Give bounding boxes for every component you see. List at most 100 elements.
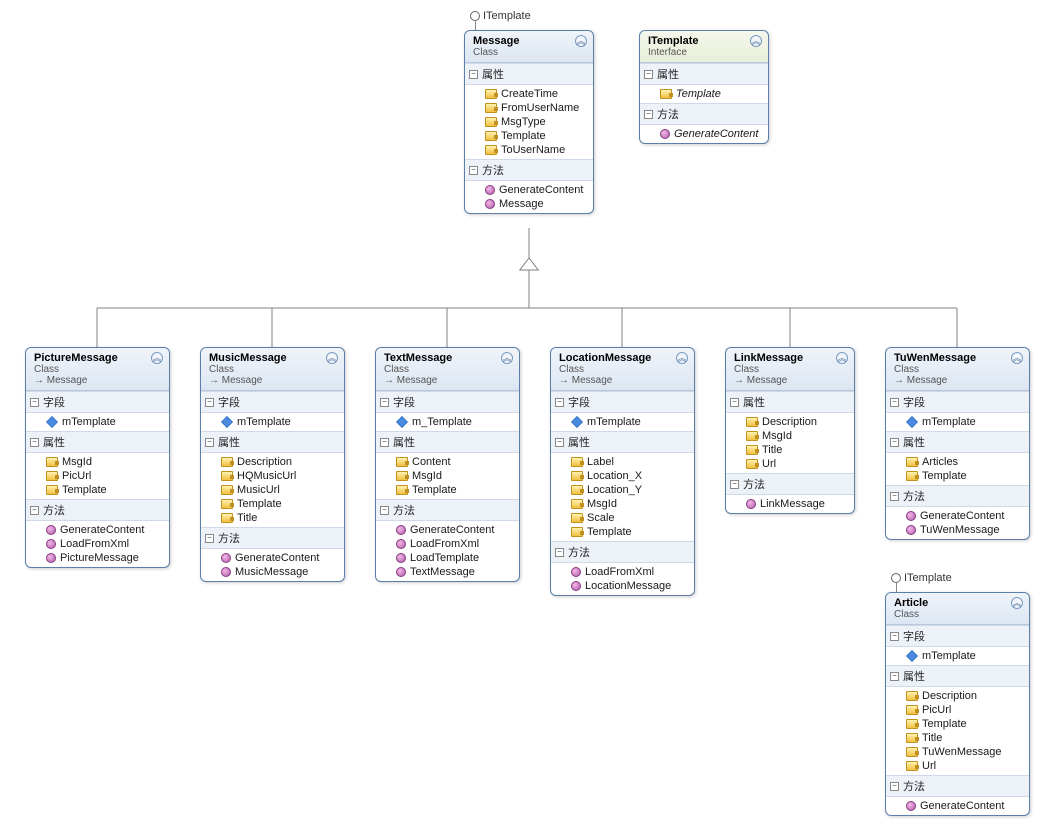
class-box-article[interactable]: ArticleClass︽−字段mTemplate−属性DescriptionP…: [885, 592, 1030, 816]
class-box-picture[interactable]: PictureMessageClass→ Message︽−字段mTemplat…: [25, 347, 170, 568]
toggle-icon[interactable]: −: [205, 438, 214, 447]
section-header-props[interactable]: −属性: [376, 431, 519, 453]
member-item[interactable]: TuWenMessage: [886, 745, 1029, 759]
section-header-methods[interactable]: −方法: [886, 775, 1029, 797]
member-item[interactable]: Template: [26, 483, 169, 497]
member-item[interactable]: Template: [201, 497, 344, 511]
toggle-icon[interactable]: −: [730, 398, 739, 407]
member-item[interactable]: mTemplate: [201, 415, 344, 429]
member-item[interactable]: Title: [201, 511, 344, 525]
toggle-icon[interactable]: −: [30, 398, 39, 407]
section-header-fields[interactable]: −字段: [376, 391, 519, 413]
class-box-message[interactable]: MessageClass︽−属性CreateTimeFromUserNameMs…: [464, 30, 594, 214]
section-header-props[interactable]: −属性: [886, 665, 1029, 687]
member-item[interactable]: Url: [726, 457, 854, 471]
section-header-props[interactable]: −属性: [201, 431, 344, 453]
member-item[interactable]: Articles: [886, 455, 1029, 469]
member-item[interactable]: GenerateContent: [886, 799, 1029, 813]
member-item[interactable]: GenerateContent: [465, 183, 593, 197]
toggle-icon[interactable]: −: [30, 506, 39, 515]
member-item[interactable]: Content: [376, 455, 519, 469]
member-item[interactable]: Template: [551, 525, 694, 539]
toggle-icon[interactable]: −: [644, 70, 653, 79]
toggle-icon[interactable]: −: [380, 438, 389, 447]
member-item[interactable]: Scale: [551, 511, 694, 525]
member-item[interactable]: MusicUrl: [201, 483, 344, 497]
member-item[interactable]: TuWenMessage: [886, 523, 1029, 537]
member-item[interactable]: GenerateContent: [201, 551, 344, 565]
member-item[interactable]: m_Template: [376, 415, 519, 429]
section-header-methods[interactable]: −方法: [376, 499, 519, 521]
toggle-icon[interactable]: −: [205, 398, 214, 407]
collapse-icon[interactable]: ︽: [151, 352, 163, 364]
section-header-props[interactable]: −属性: [465, 63, 593, 85]
section-header-fields[interactable]: −字段: [201, 391, 344, 413]
member-item[interactable]: Description: [886, 689, 1029, 703]
collapse-icon[interactable]: ︽: [750, 35, 762, 47]
member-item[interactable]: Template: [376, 483, 519, 497]
member-item[interactable]: GenerateContent: [26, 523, 169, 537]
collapse-icon[interactable]: ︽: [326, 352, 338, 364]
member-item[interactable]: mTemplate: [886, 649, 1029, 663]
section-header-props[interactable]: −属性: [640, 63, 768, 85]
member-item[interactable]: Title: [726, 443, 854, 457]
toggle-icon[interactable]: −: [205, 534, 214, 543]
class-box-music[interactable]: MusicMessageClass→ Message︽−字段mTemplate−…: [200, 347, 345, 582]
toggle-icon[interactable]: −: [555, 398, 564, 407]
member-item[interactable]: Description: [726, 415, 854, 429]
toggle-icon[interactable]: −: [730, 480, 739, 489]
member-item[interactable]: PicUrl: [26, 469, 169, 483]
section-header-fields[interactable]: −字段: [26, 391, 169, 413]
member-item[interactable]: TextMessage: [376, 565, 519, 579]
section-header-fields[interactable]: −字段: [886, 391, 1029, 413]
member-item[interactable]: Location_X: [551, 469, 694, 483]
member-item[interactable]: mTemplate: [26, 415, 169, 429]
member-item[interactable]: Template: [886, 717, 1029, 731]
member-item[interactable]: GenerateContent: [640, 127, 768, 141]
toggle-icon[interactable]: −: [890, 492, 899, 501]
member-item[interactable]: Label: [551, 455, 694, 469]
member-item[interactable]: MsgId: [376, 469, 519, 483]
section-header-methods[interactable]: −方法: [26, 499, 169, 521]
collapse-icon[interactable]: ︽: [836, 352, 848, 364]
collapse-icon[interactable]: ︽: [501, 352, 513, 364]
member-item[interactable]: MsgId: [26, 455, 169, 469]
member-item[interactable]: PicUrl: [886, 703, 1029, 717]
member-item[interactable]: PictureMessage: [26, 551, 169, 565]
section-header-props[interactable]: −属性: [26, 431, 169, 453]
member-item[interactable]: FromUserName: [465, 101, 593, 115]
class-box-location[interactable]: LocationMessageClass→ Message︽−字段mTempla…: [550, 347, 695, 596]
section-header-props[interactable]: −属性: [551, 431, 694, 453]
class-box-tuwen[interactable]: TuWenMessageClass→ Message︽−字段mTemplate−…: [885, 347, 1030, 540]
collapse-icon[interactable]: ︽: [1011, 597, 1023, 609]
toggle-icon[interactable]: −: [890, 672, 899, 681]
member-item[interactable]: Url: [886, 759, 1029, 773]
toggle-icon[interactable]: −: [380, 506, 389, 515]
member-item[interactable]: MsgId: [551, 497, 694, 511]
toggle-icon[interactable]: −: [890, 438, 899, 447]
collapse-icon[interactable]: ︽: [575, 35, 587, 47]
member-item[interactable]: ToUserName: [465, 143, 593, 157]
member-item[interactable]: MsgType: [465, 115, 593, 129]
member-item[interactable]: GenerateContent: [376, 523, 519, 537]
member-item[interactable]: LoadFromXml: [376, 537, 519, 551]
toggle-icon[interactable]: −: [555, 548, 564, 557]
toggle-icon[interactable]: −: [469, 70, 478, 79]
member-item[interactable]: Location_Y: [551, 483, 694, 497]
section-header-methods[interactable]: −方法: [551, 541, 694, 563]
member-item[interactable]: LocationMessage: [551, 579, 694, 593]
toggle-icon[interactable]: −: [469, 166, 478, 175]
member-item[interactable]: Template: [640, 87, 768, 101]
toggle-icon[interactable]: −: [890, 398, 899, 407]
toggle-icon[interactable]: −: [644, 110, 653, 119]
member-item[interactable]: Title: [886, 731, 1029, 745]
member-item[interactable]: GenerateContent: [886, 509, 1029, 523]
member-item[interactable]: mTemplate: [551, 415, 694, 429]
toggle-icon[interactable]: −: [890, 782, 899, 791]
section-header-props[interactable]: −属性: [886, 431, 1029, 453]
member-item[interactable]: mTemplate: [886, 415, 1029, 429]
class-box-itemplate[interactable]: ITemplateInterface︽−属性Template−方法Generat…: [639, 30, 769, 144]
section-header-methods[interactable]: −方法: [640, 103, 768, 125]
member-item[interactable]: Description: [201, 455, 344, 469]
member-item[interactable]: CreateTime: [465, 87, 593, 101]
